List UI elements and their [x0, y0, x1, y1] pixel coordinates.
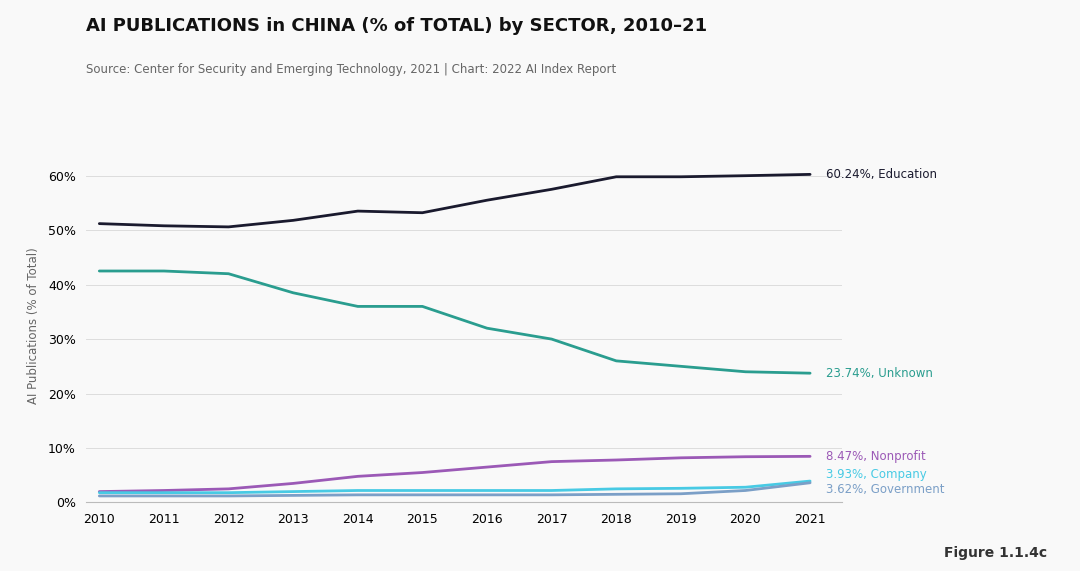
- Text: Source: Center for Security and Emerging Technology, 2021 | Chart: 2022 AI Index: Source: Center for Security and Emerging…: [86, 63, 617, 76]
- Text: Figure 1.1.4c: Figure 1.1.4c: [945, 545, 1048, 560]
- Text: 3.62%, Government: 3.62%, Government: [826, 483, 945, 496]
- Text: 8.47%, Nonprofit: 8.47%, Nonprofit: [826, 450, 926, 463]
- Text: 23.74%, Unknown: 23.74%, Unknown: [826, 367, 933, 380]
- Y-axis label: AI Publications (% of Total): AI Publications (% of Total): [27, 247, 40, 404]
- Text: 60.24%, Education: 60.24%, Education: [826, 168, 937, 181]
- Text: 3.93%, Company: 3.93%, Company: [826, 468, 927, 481]
- Text: AI PUBLICATIONS in CHINA (% of TOTAL) by SECTOR, 2010–21: AI PUBLICATIONS in CHINA (% of TOTAL) by…: [86, 17, 707, 35]
